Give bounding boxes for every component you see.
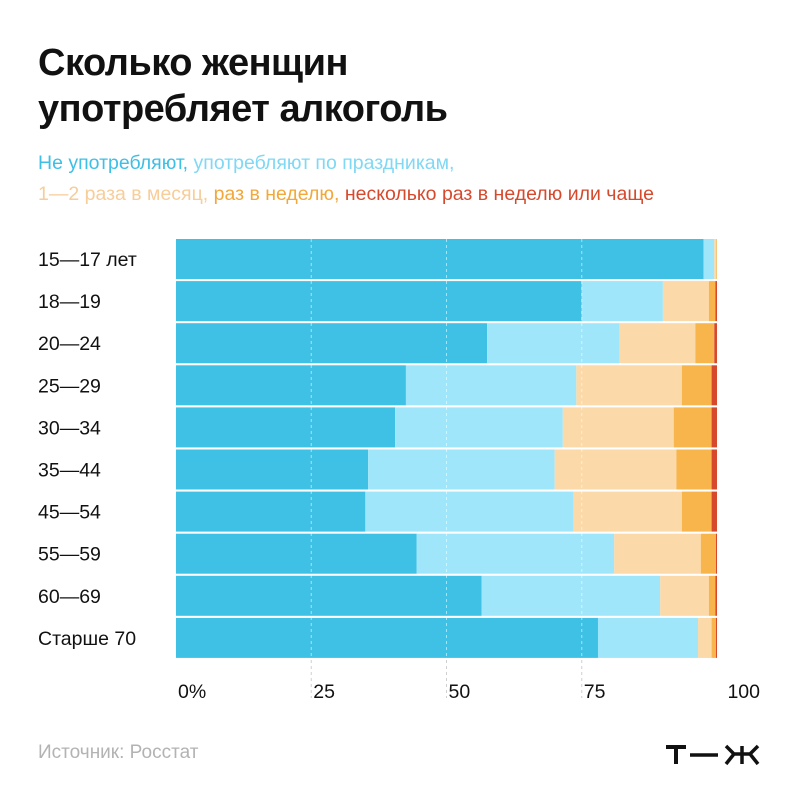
bar-segment-6-3 — [554, 449, 677, 490]
bar-segment-1-3 — [714, 239, 717, 279]
x-tick-label-25: 25 — [313, 681, 335, 703]
bar-segment-3-3 — [619, 323, 696, 364]
bar-segment-3-4 — [695, 323, 715, 364]
bar-segment-9-1 — [176, 575, 482, 616]
bar-segment-7-2 — [365, 491, 574, 532]
bar-segment-4-3 — [576, 365, 682, 406]
bar-segment-7-5 — [711, 491, 717, 532]
bar-segment-5-2 — [395, 407, 563, 448]
bar-segment-2-3 — [662, 281, 709, 322]
bar-segment-5-5 — [711, 407, 717, 448]
bar-segment-8-4 — [700, 533, 716, 574]
bar-segment-8-1 — [176, 533, 417, 574]
bar-segment-1-1 — [176, 239, 704, 279]
category-label-8: 55—59 — [38, 544, 101, 566]
bar-segment-3-2 — [487, 323, 620, 364]
category-label-9: 60—69 — [38, 586, 101, 608]
legend-item-holidays: употребляют по праздникам, — [193, 152, 455, 174]
bar-segment-6-5 — [711, 449, 717, 490]
bar-segment-6-2 — [368, 449, 555, 490]
stacked-bar-chart: 15—17 лет 18—19 20—24 25—29 30—34 35—44 45—54 5… — [38, 239, 760, 703]
x-tick-label-75: 75 — [584, 681, 606, 703]
bar-segment-9-5 — [715, 575, 717, 616]
x-tick-label-0: 0% — [178, 681, 206, 703]
category-label-5: 30—34 — [38, 417, 101, 439]
bar-segment-7-3 — [573, 491, 682, 532]
source-note: Источник: Росстат — [38, 742, 199, 763]
bar-segment-4-2 — [405, 365, 577, 406]
bar-segment-10-4 — [711, 617, 716, 658]
bar-segment-4-5 — [711, 365, 717, 406]
bar-segment-6-1 — [176, 449, 369, 490]
bar-segment-10-5 — [715, 617, 717, 658]
bar-segment-3-1 — [176, 323, 488, 364]
category-label-2: 18—19 — [38, 291, 101, 313]
legend-item-weekly: раз в неделю, — [213, 183, 340, 205]
legend-item-frequent: несколько раз в неделю или чаще — [344, 183, 654, 205]
chart-title: Сколько женщин употребляет алкоголь — [38, 40, 758, 132]
category-label-4: 25—29 — [38, 375, 101, 397]
legend: Не употребляют, употребляют по праздника… — [38, 148, 778, 210]
bar-segment-10-3 — [698, 617, 712, 658]
bar-segment-5-3 — [562, 407, 674, 448]
category-label-10: Старше 70 — [38, 628, 136, 650]
bar-segment-3-5 — [714, 323, 717, 364]
bar-segment-10-1 — [176, 617, 598, 658]
category-label-3: 20—24 — [38, 333, 101, 355]
bar-segment-5-4 — [673, 407, 712, 448]
legend-item-monthly: 1—2 раза в месяц, — [38, 183, 209, 205]
bar-segment-6-4 — [676, 449, 712, 490]
legend-item-none: Не употребляют, — [38, 152, 189, 174]
bar-segment-1-2 — [703, 239, 715, 279]
bar-segment-9-4 — [708, 575, 716, 616]
bar-segment-7-4 — [681, 491, 712, 532]
bar-segment-9-3 — [660, 575, 709, 616]
category-label-1: 15—17 лет — [38, 249, 137, 271]
bar-segment-2-4 — [708, 281, 716, 322]
bar-segment-5-1 — [176, 407, 396, 448]
bar-segment-2-5 — [715, 281, 717, 322]
category-label-6: 35—44 — [38, 460, 101, 482]
bar-segment-2-1 — [176, 281, 582, 322]
title-line-2: употребляет алкоголь — [38, 88, 448, 130]
bar-segment-10-2 — [597, 617, 699, 658]
category-label-7: 45—54 — [38, 502, 101, 524]
x-tick-label-100: 100 — [727, 681, 760, 703]
title-line-1: Сколько женщин — [38, 42, 348, 84]
bar-segment-1-4 — [716, 239, 717, 279]
bar-segment-2-2 — [581, 281, 663, 322]
bar-segment-8-3 — [614, 533, 701, 574]
bar-segment-4-4 — [681, 365, 712, 406]
tzh-logo — [666, 744, 760, 766]
bar-segment-4-1 — [176, 365, 406, 406]
x-tick-label-50: 50 — [449, 681, 471, 703]
bar-segment-7-1 — [176, 491, 366, 532]
bar-segment-8-5 — [715, 533, 717, 574]
bar-segment-9-2 — [481, 575, 661, 616]
